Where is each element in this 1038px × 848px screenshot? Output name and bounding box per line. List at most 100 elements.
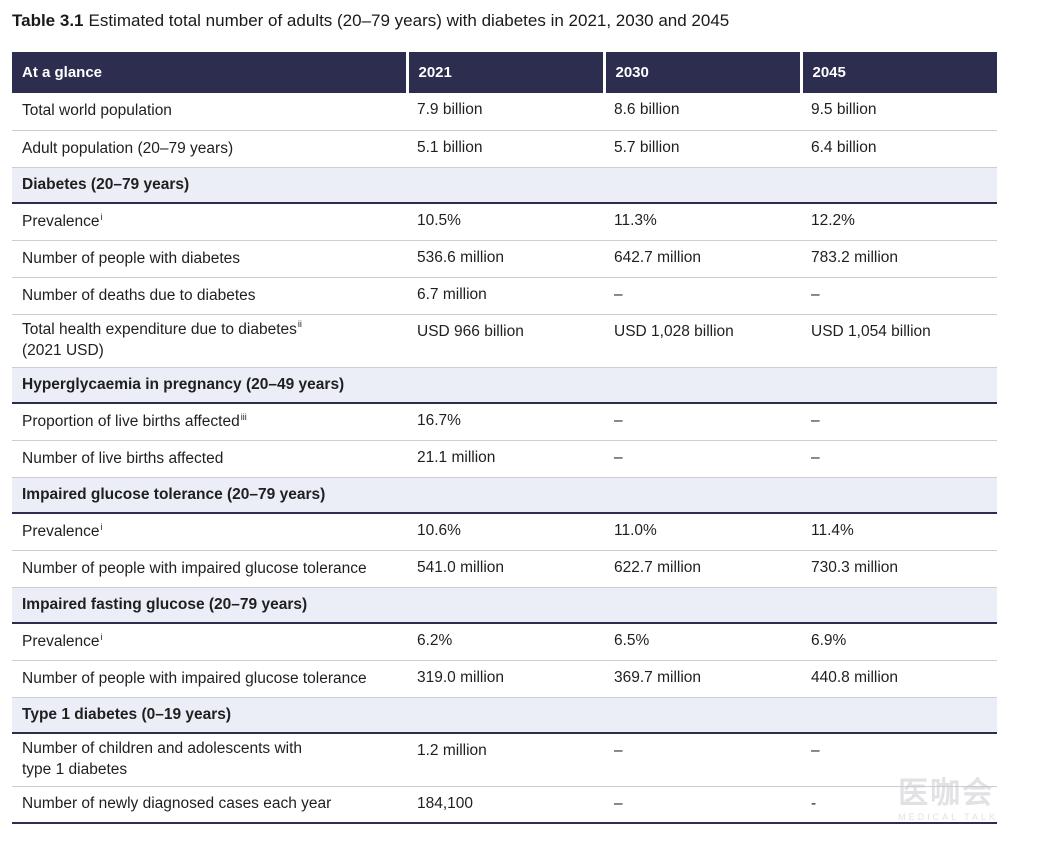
row-label-cell: Total world population (12, 93, 407, 131)
value-cell-2030: – (604, 403, 801, 441)
table-row: Total world population 7.9 billion 8.6 bil… (12, 93, 997, 131)
section-row: Hyperglycaemia in pregnancy (20–49 years… (12, 367, 997, 404)
value-cell-2045: – (801, 440, 997, 478)
diabetes-table: At a glance 2021 2030 2045 Total world p… (12, 52, 997, 824)
header-2030: 2030 (602, 52, 801, 93)
table-row: Number of newly diagnosed cases each yea… (12, 786, 997, 824)
section-heading: Type 1 diabetes (0–19 years) (12, 697, 997, 734)
row-label: Number of people with impaired glucose t… (22, 559, 367, 577)
row-label-cell: Number of people with diabetes (12, 240, 407, 278)
section-heading: Impaired glucose tolerance (20–79 years) (12, 477, 997, 514)
value-cell-2021: USD 966 billion (407, 314, 604, 368)
watermark-logo: 医咖会 MEDICAL TALK (898, 768, 998, 822)
value-cell-2021: 1.2 million (407, 733, 604, 787)
value-cell-2045: 783.2 million (801, 240, 997, 278)
value-cell-2045: 9.5 billion (801, 93, 997, 131)
row-label: Number of live births affected (22, 449, 224, 467)
row-label: Prevalence (22, 632, 100, 650)
table-row: Number of people with diabetes 536.6 mill… (12, 240, 997, 278)
table-row: Number of people with impaired glucose t… (12, 660, 997, 698)
value-cell-2021: 21.1 million (407, 440, 604, 478)
footnote-marker: i (100, 521, 103, 532)
row-label-cell: Prevalencei (12, 203, 407, 241)
row-label-cell: Prevalencei (12, 513, 407, 551)
section-row: Diabetes (20–79 years) (12, 167, 997, 204)
row-label: Prevalence (22, 212, 100, 230)
value-cell-2030: 5.7 billion (604, 130, 801, 168)
row-label-cell: Number of people with impaired glucose t… (12, 660, 407, 698)
value-cell-2030: 6.5% (604, 623, 801, 661)
value-cell-2021: 6.7 million (407, 277, 604, 315)
row-label-cell: Number of children and adolescents with t… (12, 733, 407, 787)
value-cell-2030: USD 1,028 billion (604, 314, 801, 368)
table-body: Total world population 7.9 billion 8.6 bil… (12, 93, 997, 824)
footnote-marker: ii (297, 319, 302, 330)
value-cell-2021: 5.1 billion (407, 130, 604, 168)
value-cell-2021: 184,100 (407, 786, 604, 824)
section-row: Type 1 diabetes (0–19 years) (12, 697, 997, 734)
value-cell-2021: 16.7% (407, 403, 604, 441)
row-label-cell: Number of live births affected (12, 440, 407, 478)
value-cell-2045: 6.4 billion (801, 130, 997, 168)
row-label-cell: Prevalencei (12, 623, 407, 661)
table-row: Prevalencei 10.6% 11.0% 11.4% (12, 513, 997, 551)
value-cell-2030: – (604, 440, 801, 478)
table-row: Prevalencei 6.2% 6.5% 6.9% (12, 623, 997, 661)
value-cell-2030: 11.0% (604, 513, 801, 551)
row-label: Number of newly diagnosed cases each yea… (22, 795, 332, 813)
value-cell-2030: – (604, 786, 801, 824)
row-label: Number of children and adolescents with (22, 740, 303, 757)
value-cell-2021: 7.9 billion (407, 93, 604, 131)
value-cell-2045: – (801, 733, 997, 787)
table-row: Number of children and adolescents with t… (12, 733, 997, 787)
table-row: Total health expenditure due to diabetes… (12, 314, 997, 368)
section-row: Impaired fasting glucose (20–79 years) (12, 587, 997, 624)
section-heading: Impaired fasting glucose (20–79 years) (12, 587, 997, 624)
table-number: Table 3.1 (12, 11, 84, 30)
row-label-cell: Adult population (20–79 years) (12, 130, 407, 168)
value-cell-2045: 440.8 million (801, 660, 997, 698)
watermark-subtext: MEDICAL TALK (898, 812, 998, 822)
table-row: Number of live births affected 21.1 milli… (12, 440, 997, 478)
value-cell-2045: – (801, 403, 997, 441)
value-cell-2045: 730.3 million (801, 550, 997, 588)
section-heading: Diabetes (20–79 years) (12, 167, 997, 204)
value-cell-2021: 541.0 million (407, 550, 604, 588)
section-row: Impaired glucose tolerance (20–79 years) (12, 477, 997, 514)
row-label-continued: type 1 diabetes (22, 761, 128, 778)
value-cell-2030: – (604, 733, 801, 787)
value-cell-2021: 319.0 million (407, 660, 604, 698)
value-cell-2030: 11.3% (604, 203, 801, 241)
value-cell-2045: 11.4% (801, 513, 997, 551)
table-row: Proportion of live births affectediii 16.… (12, 403, 997, 441)
table-title: Estimated total number of adults (20–79 … (88, 11, 730, 30)
value-cell-2030: – (604, 277, 801, 315)
value-cell-2045: – (801, 277, 997, 315)
footnote-marker: iii (240, 411, 247, 422)
row-label: Adult population (20–79 years) (22, 139, 234, 157)
header-2045: 2045 (799, 52, 997, 93)
value-cell-2021: 10.5% (407, 203, 604, 241)
row-label-cell: Total health expenditure due to diabetes… (12, 314, 407, 368)
row-label: Number of people with diabetes (22, 249, 240, 267)
row-label: Number of people with impaired glucose t… (22, 669, 367, 687)
table-row: Prevalencei 10.5% 11.3% 12.2% (12, 203, 997, 241)
value-cell-2021: 10.6% (407, 513, 604, 551)
value-cell-2030: 369.7 million (604, 660, 801, 698)
header-2021: 2021 (405, 52, 604, 93)
section-heading: Hyperglycaemia in pregnancy (20–49 years… (12, 367, 997, 404)
header-at-a-glance: At a glance (12, 52, 407, 93)
row-label-cell: Proportion of live births affectediii (12, 403, 407, 441)
table-row: Number of people with impaired glucose t… (12, 550, 997, 588)
footnote-marker: i (100, 631, 103, 642)
watermark-text: 医咖会 (898, 777, 995, 810)
row-label: Prevalence (22, 522, 100, 540)
row-label: Total health expenditure due to diabetes (22, 320, 297, 338)
table-caption: Table 3.1 Estimated total number of adult… (12, 11, 729, 31)
value-cell-2045: 12.2% (801, 203, 997, 241)
row-label: Number of deaths due to diabetes (22, 286, 256, 304)
footnote-marker: i (100, 211, 103, 222)
row-label-continued: (2021 USD) (22, 341, 104, 359)
row-label-cell: Number of deaths due to diabetes (12, 277, 407, 315)
value-cell-2045: USD 1,054 billion (801, 314, 997, 368)
